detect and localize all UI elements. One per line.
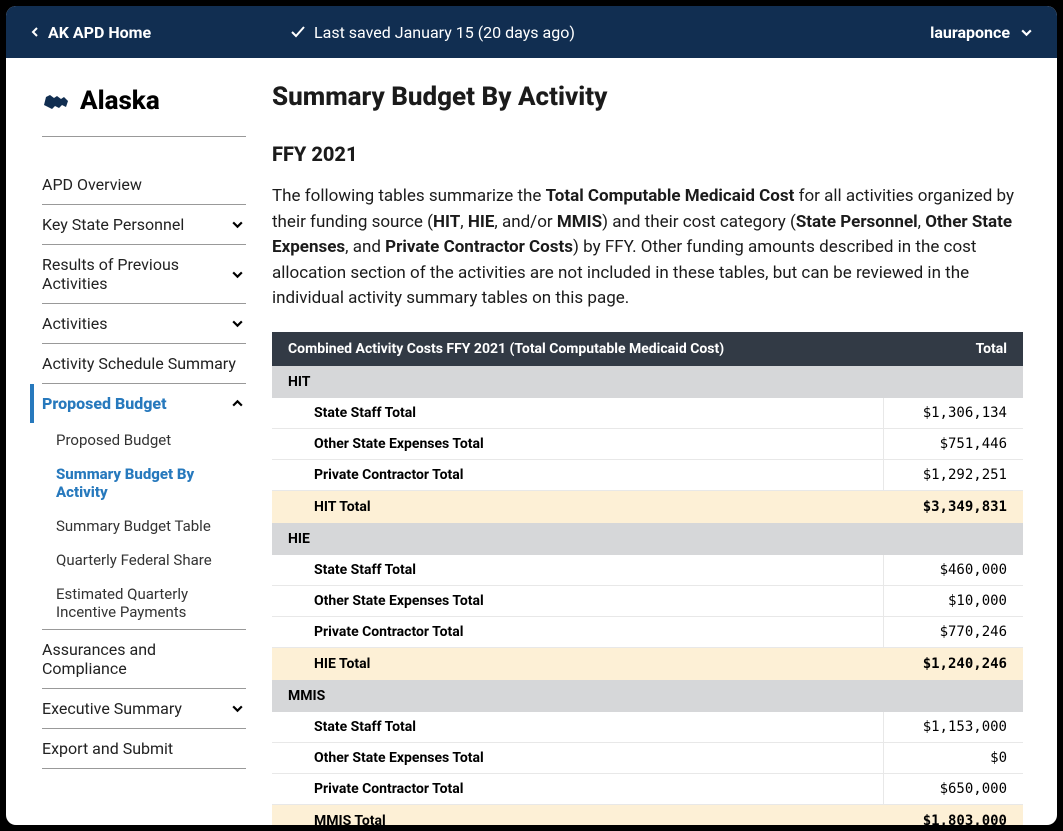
chevron-down-icon <box>231 268 244 281</box>
row-label: Private Contractor Total <box>272 773 883 804</box>
table-row: Private Contractor Total$1,292,251 <box>272 459 1023 490</box>
home-label: AK APD Home <box>48 23 151 42</box>
chevron-left-icon <box>30 27 40 37</box>
group-name: HIT <box>272 366 1023 398</box>
sidebar-item-8[interactable]: Export and Submit <box>42 729 246 769</box>
row-value: $1,153,000 <box>883 712 1023 743</box>
group-row: HIE <box>272 523 1023 555</box>
row-value: $460,000 <box>883 555 1023 586</box>
row-value: $1,306,134 <box>883 398 1023 429</box>
subtotal-label: HIE Total <box>272 647 883 680</box>
sidebar-item-label: Activities <box>42 314 107 333</box>
row-value: $751,446 <box>883 428 1023 459</box>
group-row: HIT <box>272 366 1023 398</box>
sidebar-item-label: Assurances and Compliance <box>42 640 244 678</box>
row-value: $650,000 <box>883 773 1023 804</box>
table-row: Other State Expenses Total$10,000 <box>272 585 1023 616</box>
sidebar-item-1[interactable]: Key State Personnel <box>42 205 246 245</box>
table-row: Other State Expenses Total$751,446 <box>272 428 1023 459</box>
row-label: Private Contractor Total <box>272 459 883 490</box>
sidebar-sub-item-0[interactable]: Proposed Budget <box>42 423 246 457</box>
sidebar: Alaska APD Overview Key State Personnel Re… <box>6 58 256 825</box>
table-row: Other State Expenses Total$0 <box>272 742 1023 773</box>
row-label: State Staff Total <box>272 712 883 743</box>
sidebar-item-label: Proposed Budget <box>42 394 167 413</box>
sidebar-item-7[interactable]: Executive Summary <box>42 689 246 729</box>
table-row: Private Contractor Total$650,000 <box>272 773 1023 804</box>
save-status-text: Last saved January 15 (20 days ago) <box>314 23 575 42</box>
group-row: MMIS <box>272 680 1023 712</box>
subtotal-label: MMIS Total <box>272 804 883 825</box>
sidebar-item-label: Export and Submit <box>42 739 173 758</box>
chevron-down-icon <box>1020 26 1033 39</box>
table-row: Private Contractor Total$770,246 <box>272 616 1023 647</box>
subtotal-value: $1,240,246 <box>883 647 1023 680</box>
username: lauraponce <box>930 23 1010 42</box>
sidebar-item-3[interactable]: Activities <box>42 304 246 344</box>
alaska-icon <box>42 91 70 111</box>
sidebar-item-2[interactable]: Results of Previous Activities <box>42 245 246 304</box>
subtotal-value: $1,803,000 <box>883 804 1023 825</box>
sidebar-item-label: Results of Previous Activities <box>42 255 231 293</box>
subtotal-row: HIT Total$3,349,831 <box>272 490 1023 523</box>
table-header-right: Total <box>883 332 1023 366</box>
table-header-row: Combined Activity Costs FFY 2021 (Total … <box>272 332 1023 366</box>
sidebar-sub-item-4[interactable]: Estimated Quarterly Incentive Payments <box>42 577 246 629</box>
sidebar-item-5[interactable]: Proposed Budget <box>30 384 246 423</box>
row-label: Private Contractor Total <box>272 616 883 647</box>
subtotal-value: $3,349,831 <box>883 490 1023 523</box>
topbar: AK APD Home Last saved January 15 (20 da… <box>6 6 1057 58</box>
row-value: $10,000 <box>883 585 1023 616</box>
table-row: State Staff Total$1,306,134 <box>272 398 1023 429</box>
subtotal-label: HIT Total <box>272 490 883 523</box>
group-name: MMIS <box>272 680 1023 712</box>
row-value: $0 <box>883 742 1023 773</box>
row-value: $1,292,251 <box>883 459 1023 490</box>
group-name: HIE <box>272 523 1023 555</box>
home-link[interactable]: AK APD Home <box>30 23 290 42</box>
budget-table: Combined Activity Costs FFY 2021 (Total … <box>272 332 1023 826</box>
row-label: State Staff Total <box>272 555 883 586</box>
body: Alaska APD Overview Key State Personnel Re… <box>6 58 1057 825</box>
state-name: Alaska <box>80 86 160 116</box>
chevron-down-icon <box>231 317 244 330</box>
sidebar-item-label: APD Overview <box>42 175 142 194</box>
save-status: Last saved January 15 (20 days ago) <box>290 23 930 42</box>
subtotal-row: MMIS Total$1,803,000 <box>272 804 1023 825</box>
state-header: Alaska <box>42 86 246 137</box>
row-label: Other State Expenses Total <box>272 742 883 773</box>
chevron-down-icon <box>231 218 244 231</box>
app-frame: AK APD Home Last saved January 15 (20 da… <box>6 6 1057 825</box>
sidebar-item-0[interactable]: APD Overview <box>42 165 246 205</box>
sidebar-item-label: Activity Schedule Summary <box>42 354 236 373</box>
sidebar-item-6[interactable]: Assurances and Compliance <box>42 630 246 689</box>
check-icon <box>290 24 306 40</box>
table-row: State Staff Total$1,153,000 <box>272 712 1023 743</box>
table-row: State Staff Total$460,000 <box>272 555 1023 586</box>
user-menu[interactable]: lauraponce <box>930 23 1033 42</box>
sidebar-item-4[interactable]: Activity Schedule Summary <box>42 344 246 384</box>
page-title: Summary Budget By Activity <box>272 82 1023 112</box>
subtotal-row: HIE Total$1,240,246 <box>272 647 1023 680</box>
row-label: State Staff Total <box>272 398 883 429</box>
table-header-left: Combined Activity Costs FFY 2021 (Total … <box>272 332 883 366</box>
chevron-down-icon <box>231 702 244 715</box>
sidebar-submenu: Proposed BudgetSummary Budget By Activit… <box>42 423 246 630</box>
sidebar-sub-item-2[interactable]: Summary Budget Table <box>42 509 246 543</box>
sidebar-sub-item-3[interactable]: Quarterly Federal Share <box>42 543 246 577</box>
main: Summary Budget By Activity FFY 2021 The … <box>256 58 1057 825</box>
row-label: Other State Expenses Total <box>272 428 883 459</box>
chevron-up-icon <box>231 397 244 410</box>
sidebar-item-label: Executive Summary <box>42 699 182 718</box>
page-subtitle: FFY 2021 <box>272 142 1023 166</box>
intro-text: The following tables summarize the Total… <box>272 184 1023 312</box>
row-label: Other State Expenses Total <box>272 585 883 616</box>
nav: APD Overview Key State Personnel Results o… <box>42 165 246 769</box>
sidebar-sub-item-1[interactable]: Summary Budget By Activity <box>42 457 246 509</box>
sidebar-item-label: Key State Personnel <box>42 215 184 234</box>
row-value: $770,246 <box>883 616 1023 647</box>
